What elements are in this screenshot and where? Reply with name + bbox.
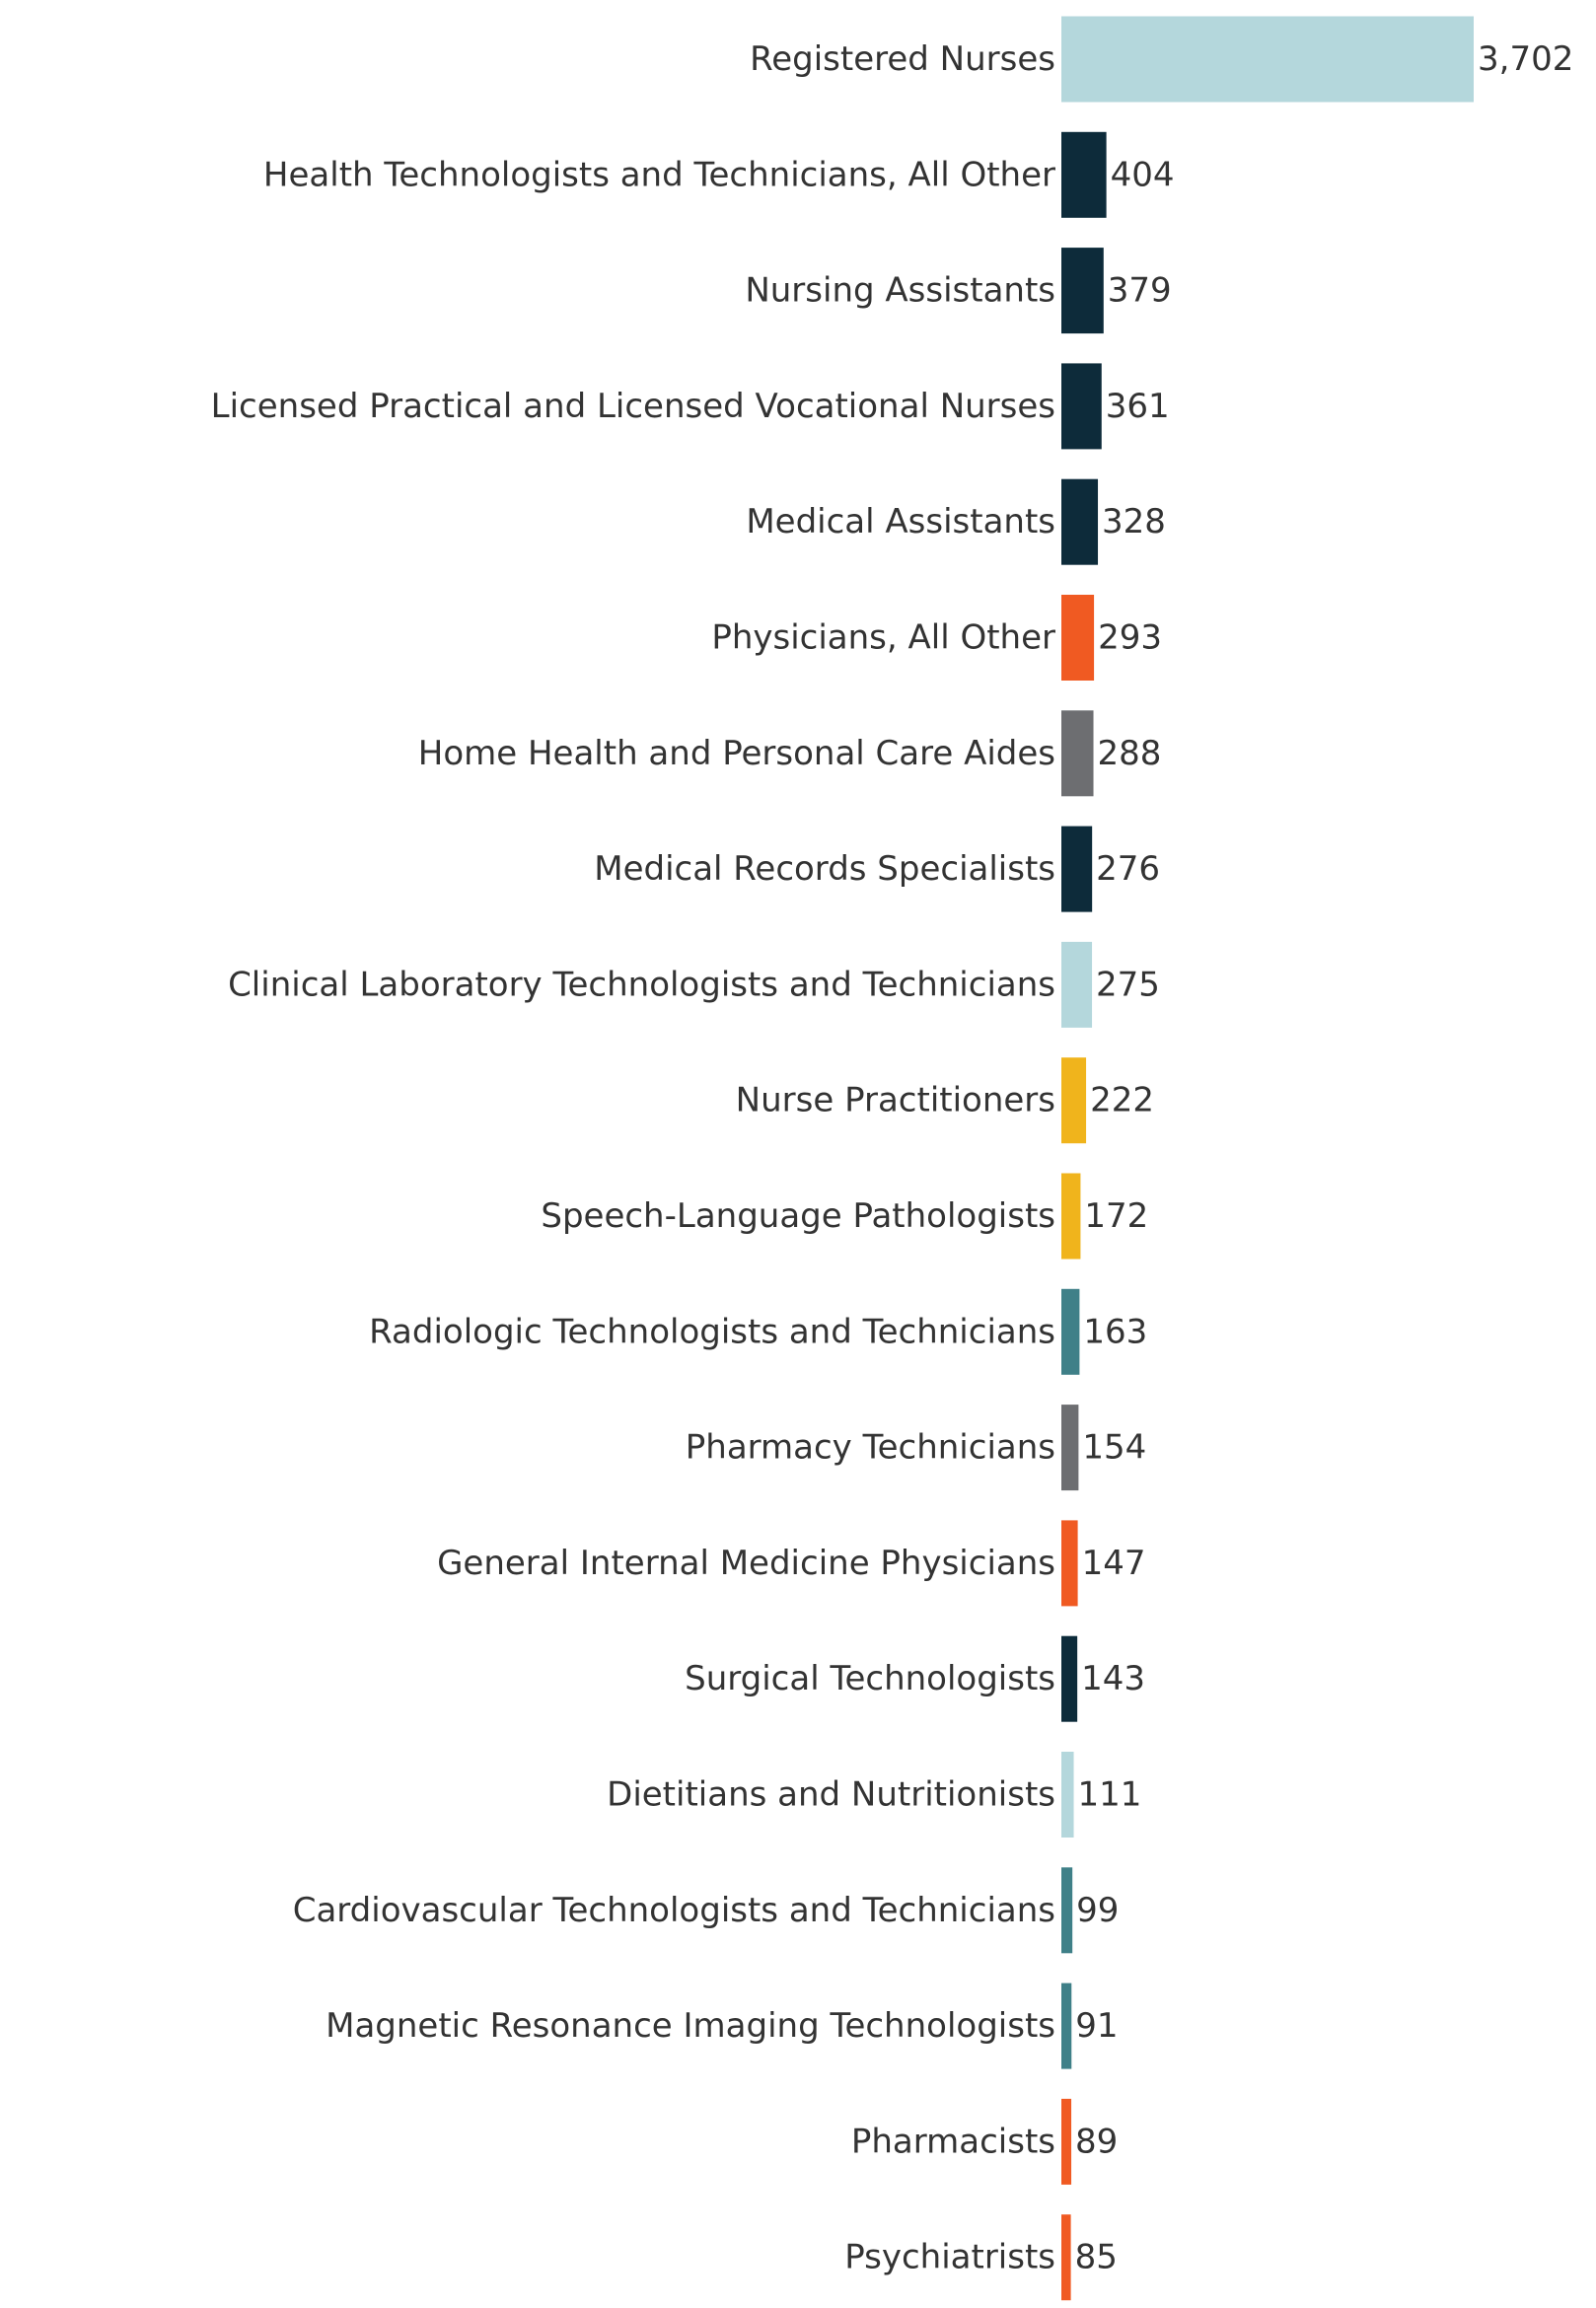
category-label-registered-nurses: Registered Nurses [750,39,1055,79]
bar-health-technologists-and-technicians-all-other[interactable] [1061,131,1107,218]
value-label-general-internal-medicine-physicians: 147 [1082,1544,1146,1583]
category-label-health-technologists-and-technicians-all-other: Health Technologists and Technicians, Al… [263,155,1055,194]
value-label-speech-language-pathologists: 172 [1084,1196,1148,1236]
bar-clinical-laboratory-technologists-and-technicians[interactable] [1061,941,1093,1028]
category-label-pharmacy-technicians: Pharmacy Technicians [686,1428,1055,1468]
value-label-health-technologists-and-technicians-all-other: 404 [1111,155,1175,194]
category-label-radiologic-technologists-and-technicians: Radiologic Technologists and Technicians [369,1312,1055,1351]
bar-pharmacists[interactable] [1061,2098,1072,2185]
value-label-home-health-and-personal-care-aides: 288 [1098,734,1162,773]
category-label-licensed-practical-and-licensed-vocational-nurses: Licensed Practical and Licensed Vocation… [211,387,1055,426]
value-label-nursing-assistants: 379 [1108,271,1172,311]
value-label-registered-nurses: 3,702 [1478,39,1573,79]
value-label-pharmacists: 89 [1075,2122,1118,2161]
category-label-medical-assistants: Medical Assistants [746,502,1055,541]
category-label-speech-language-pathologists: Speech-Language Pathologists [541,1196,1055,1236]
value-label-medical-records-specialists: 276 [1096,849,1160,889]
category-label-general-internal-medicine-physicians: General Internal Medicine Physicians [437,1544,1055,1583]
value-label-nurse-practitioners: 222 [1090,1081,1154,1120]
bar-psychiatrists[interactable] [1061,2214,1071,2301]
value-label-psychiatrists: 85 [1075,2238,1118,2277]
category-label-clinical-laboratory-technologists-and-technicians: Clinical Laboratory Technologists and Te… [228,965,1055,1004]
category-label-physicians-all-other: Physicians, All Other [711,618,1055,658]
value-label-physicians-all-other: 293 [1098,618,1162,658]
bar-medical-records-specialists[interactable] [1061,826,1093,912]
bar-medical-assistants[interactable] [1061,478,1099,565]
category-label-cardiovascular-technologists-and-technicians: Cardiovascular Technologists and Technic… [293,1891,1055,1930]
value-label-radiologic-technologists-and-technicians: 163 [1083,1312,1147,1351]
bar-registered-nurses[interactable] [1061,16,1474,103]
bar-physicians-all-other[interactable] [1061,595,1095,681]
bars [1061,16,1474,2301]
category-label-dietitians-and-nutritionists: Dietitians and Nutritionists [607,1775,1055,1815]
bar-speech-language-pathologists[interactable] [1061,1173,1081,1260]
bar-cardiovascular-technologists-and-technicians[interactable] [1061,1867,1073,1954]
bar-home-health-and-personal-care-aides[interactable] [1061,710,1094,797]
bar-licensed-practical-and-licensed-vocational-nurses[interactable] [1061,363,1102,450]
value-label-pharmacy-technicians: 154 [1082,1428,1146,1468]
category-label-nurse-practitioners: Nurse Practitioners [736,1081,1055,1120]
bar-surgical-technologists[interactable] [1061,1635,1078,1722]
category-label-magnetic-resonance-imaging-technologists: Magnetic Resonance Imaging Technologists [326,2006,1055,2046]
value-label-magnetic-resonance-imaging-technologists: 91 [1075,2006,1118,2046]
bar-general-internal-medicine-physicians[interactable] [1061,1520,1078,1607]
category-label-pharmacists: Pharmacists [851,2122,1055,2161]
bar-nursing-assistants[interactable] [1061,248,1104,334]
category-label-psychiatrists: Psychiatrists [844,2238,1055,2277]
bar-pharmacy-technicians[interactable] [1061,1405,1079,1491]
value-label-clinical-laboratory-technologists-and-technicians: 275 [1096,965,1160,1004]
category-labels: Registered Nurses Health Technologists an… [211,39,1055,2277]
bar-magnetic-resonance-imaging-technologists[interactable] [1061,1983,1072,2069]
value-labels: 3,702 404 379 361 328 293 288 276 275 222 172 163 15… [1075,39,1574,2277]
bar-radiologic-technologists-and-technicians[interactable] [1061,1288,1080,1375]
bar-dietitians-and-nutritionists[interactable] [1061,1752,1074,1838]
value-label-surgical-technologists: 143 [1081,1659,1145,1698]
value-label-medical-assistants: 328 [1102,502,1166,541]
bar-nurse-practitioners[interactable] [1061,1057,1087,1144]
category-label-nursing-assistants: Nursing Assistants [745,271,1055,311]
category-label-medical-records-specialists: Medical Records Specialists [594,849,1055,889]
value-label-dietitians-and-nutritionists: 111 [1078,1775,1142,1815]
value-label-cardiovascular-technologists-and-technicians: 99 [1076,1891,1119,1930]
category-label-home-health-and-personal-care-aides: Home Health and Personal Care Aides [418,734,1055,773]
category-label-surgical-technologists: Surgical Technologists [685,1659,1055,1698]
value-label-licensed-practical-and-licensed-vocational-nurses: 361 [1106,387,1170,426]
